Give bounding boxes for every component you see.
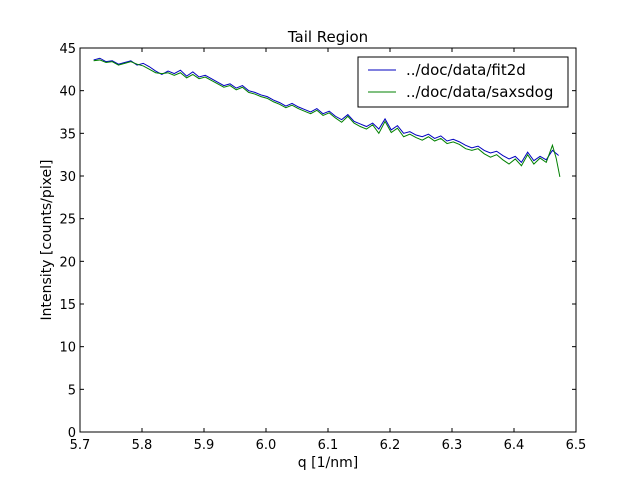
x-tick-label: 5.9 <box>194 438 215 453</box>
chart-title: Tail Region <box>287 28 368 46</box>
legend-box <box>357 56 569 108</box>
x-tick-label: 6.0 <box>256 438 277 453</box>
y-tick-label: 35 <box>59 127 76 142</box>
y-axis-label: Intensity [counts/pixel] <box>39 160 55 321</box>
y-tick-label: 0 <box>68 426 76 441</box>
x-tick-label: 6.1 <box>318 438 339 453</box>
y-tick-label: 45 <box>59 42 76 57</box>
x-tick-label: 6.5 <box>566 438 587 453</box>
series-layer <box>93 57 561 177</box>
x-tick-label: 6.3 <box>442 438 463 453</box>
x-tick-label: 6.2 <box>380 438 401 453</box>
y-tick-label: 30 <box>59 170 76 185</box>
legend: ../doc/data/fit2d ../doc/data/saxsdog <box>357 56 569 108</box>
ticks-layer: 5.7 5.8 5.9 6.0 6.1 6.2 6.3 6.4 6.5 0 5 10 15 20 25 30 3… <box>59 42 586 453</box>
x-tick-label: 5.8 <box>132 438 153 453</box>
legend-label-1: ../doc/data/fit2d <box>406 61 526 79</box>
legend-label-2: ../doc/data/saxsdog <box>406 83 553 101</box>
y-tick-label: 10 <box>59 341 76 356</box>
y-tick-label: 5 <box>68 383 76 398</box>
y-tick-label: 20 <box>59 255 76 270</box>
x-axis-label: q [1/nm] <box>298 455 358 471</box>
series-line-1 <box>93 57 559 164</box>
y-tick-label: 15 <box>59 298 76 313</box>
x-tick-label: 6.4 <box>504 438 525 453</box>
series-line-2 <box>93 59 561 177</box>
y-tick-label: 40 <box>59 85 76 100</box>
x-tick-label: 5.7 <box>70 438 91 453</box>
y-tick-label: 25 <box>59 213 76 228</box>
